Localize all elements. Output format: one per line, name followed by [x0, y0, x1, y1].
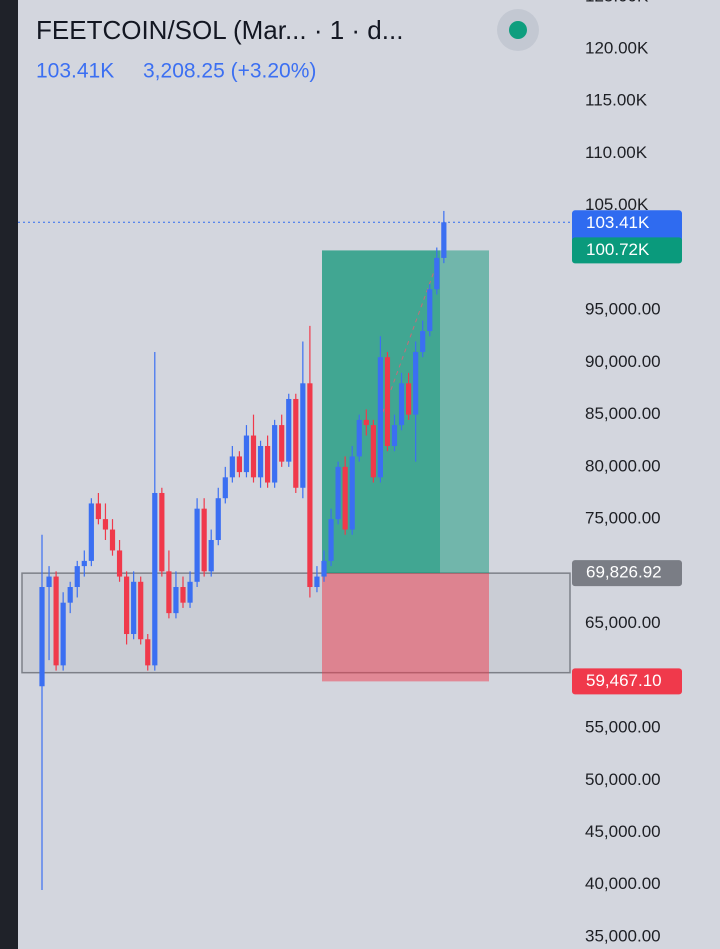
candle-body [300, 383, 306, 488]
candle-body [406, 383, 412, 415]
y-tick-label: 110.00K [585, 143, 648, 162]
candle-body [201, 508, 207, 572]
y-tick-label: 35,000.00 [585, 926, 661, 945]
y-tick-label: 85,000.00 [585, 404, 661, 423]
y-tick-label: 50,000.00 [585, 770, 661, 789]
candle-body [257, 445, 264, 478]
y-tick-label: 120.00K [585, 38, 649, 57]
price-label: 59,467.10 [586, 671, 662, 690]
candle-body [131, 581, 137, 635]
candle-body [363, 419, 369, 426]
candle-body [356, 419, 362, 457]
candle-body [138, 581, 144, 640]
candle-body [116, 550, 123, 577]
candle-body [293, 398, 299, 488]
y-tick-label: 115.00K [585, 91, 648, 110]
price-change: 3,208.25 (+3.20%) [143, 60, 316, 83]
candle-body [434, 257, 440, 290]
candle-body [250, 435, 257, 478]
stop-zone [322, 573, 489, 682]
candle-body [398, 383, 405, 426]
trade-path [379, 254, 441, 421]
candle-body [74, 566, 80, 588]
candle-body [180, 587, 186, 603]
y-tick-label: 45,000.00 [585, 822, 661, 841]
price-label-box [572, 560, 682, 587]
candle-body [328, 519, 334, 561]
price-label-box [572, 668, 682, 695]
candle-body [194, 508, 200, 582]
candle-body [370, 425, 376, 478]
status-dot [509, 21, 527, 39]
y-tick-label: 80,000.00 [585, 456, 661, 475]
y-tick-label: 95,000.00 [585, 300, 661, 319]
y-tick-label: 125.00K [585, 0, 649, 5]
candle-body [187, 581, 193, 603]
candle-body [427, 289, 433, 332]
candle-body [272, 425, 278, 483]
candle-body [109, 529, 116, 551]
candle-body [166, 571, 172, 614]
candle-body [152, 492, 158, 666]
candle-body [391, 425, 398, 446]
candle-body [95, 503, 101, 520]
candle-body [265, 445, 271, 483]
candle-body [321, 560, 327, 577]
candle-body [215, 498, 221, 541]
candle-body [420, 331, 426, 352]
price-label-box [572, 237, 682, 264]
left-edge [0, 0, 18, 949]
y-tick-label: 90,000.00 [585, 352, 661, 371]
candle-body [349, 456, 355, 530]
y-tick-label: 55,000.00 [585, 718, 661, 737]
price-label: 103.41K [586, 213, 650, 232]
y-tick-label: 105.00K [585, 195, 649, 214]
candle-body [46, 576, 52, 588]
y-tick-label: 40,000.00 [585, 874, 661, 893]
y-tick-label: 65,000.00 [585, 613, 661, 632]
candle-body [377, 357, 383, 478]
y-tick-label: 75,000.00 [585, 509, 661, 528]
candle-body [145, 639, 151, 666]
candle-body [60, 602, 66, 666]
candle-body [413, 351, 419, 415]
candle-body [342, 466, 348, 530]
candle-body [102, 519, 109, 530]
candle-body [229, 456, 235, 478]
candle-body [279, 425, 285, 462]
candle-body [222, 477, 228, 499]
candle-body [53, 576, 59, 666]
target-zone-ext [440, 250, 489, 574]
candle-body [124, 576, 130, 635]
candle-body [39, 587, 45, 687]
candle-body [441, 222, 447, 258]
price-label: 69,826.92 [586, 563, 662, 582]
last-price: 103.41K [36, 60, 114, 83]
candle-body [81, 560, 87, 567]
candle-body [88, 503, 94, 561]
price-label: 100.72K [586, 240, 650, 259]
candle-body [67, 587, 73, 603]
candle-body [236, 456, 242, 473]
candle-body [159, 492, 165, 572]
candle-body [314, 576, 320, 588]
candle-body [335, 466, 341, 520]
candle-body [286, 398, 292, 462]
candle-body [243, 435, 250, 473]
candle-body [384, 357, 391, 446]
candle-body [173, 587, 179, 614]
candle-body [208, 540, 214, 572]
candle-body [307, 383, 313, 588]
chart-title: FEETCOIN/SOL (Mar... · 1 · d... [36, 15, 403, 45]
